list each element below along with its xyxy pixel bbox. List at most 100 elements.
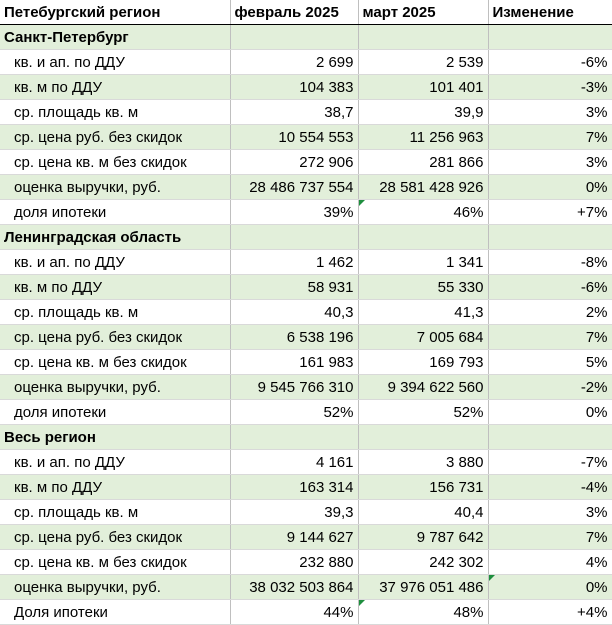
feb-value: 58 931 <box>230 274 359 300</box>
section-title: Ленинградская область <box>0 224 231 250</box>
change-value: -6% <box>488 49 612 75</box>
feb-value: 161 983 <box>230 349 359 375</box>
feb-value: 104 383 <box>230 74 359 100</box>
row-label: кв. м по ДДУ <box>0 274 231 300</box>
table-row: кв. м по ДДУ 58 931 55 330 -6% <box>0 274 612 300</box>
mar-value: 101 401 <box>358 74 489 100</box>
section-row-spb: Санкт-Петербург <box>0 24 612 50</box>
mar-value: 281 866 <box>358 149 489 175</box>
row-label: кв. м по ДДУ <box>0 74 231 100</box>
change-value: -2% <box>488 374 612 400</box>
header-change: Изменение <box>488 0 612 25</box>
table-row: ср. цена руб. без скидок 9 144 627 9 787… <box>0 524 612 550</box>
mar-value: 7 005 684 <box>358 324 489 350</box>
table-row: Доля ипотеки 44% 48% +4% <box>0 599 612 625</box>
mar-value: 46% <box>358 199 489 225</box>
row-label: ср. цена руб. без скидок <box>0 524 231 550</box>
row-label: кв. и ап. по ДДУ <box>0 49 231 75</box>
feb-value: 52% <box>230 399 359 425</box>
feb-value: 1 462 <box>230 249 359 275</box>
mar-value: 37 976 051 486 <box>358 574 489 600</box>
table-row: кв. м по ДДУ 104 383 101 401 -3% <box>0 74 612 100</box>
change-value: 4% <box>488 549 612 575</box>
table-row: ср. площадь кв. м 40,3 41,3 2% <box>0 299 612 325</box>
table-row: кв. и ап. по ДДУ 1 462 1 341 -8% <box>0 249 612 275</box>
table-row: ср. цена руб. без скидок 6 538 196 7 005… <box>0 324 612 350</box>
change-value: 3% <box>488 99 612 125</box>
mar-value: 9 787 642 <box>358 524 489 550</box>
mar-value: 2 539 <box>358 49 489 75</box>
change-value: +4% <box>488 599 612 625</box>
mar-value: 3 880 <box>358 449 489 475</box>
row-label: ср. цена руб. без скидок <box>0 324 231 350</box>
change-value: -7% <box>488 449 612 475</box>
row-label: ср. цена кв. м без скидок <box>0 349 231 375</box>
mar-value: 41,3 <box>358 299 489 325</box>
change-value: 3% <box>488 499 612 525</box>
section-title: Санкт-Петербург <box>0 24 231 50</box>
row-label: кв. и ап. по ДДУ <box>0 449 231 475</box>
change-value: 3% <box>488 149 612 175</box>
row-label: оценка выручки, руб. <box>0 174 231 200</box>
mar-value: 48% <box>358 599 489 625</box>
feb-value: 2 699 <box>230 49 359 75</box>
feb-value: 40,3 <box>230 299 359 325</box>
mar-value: 242 302 <box>358 549 489 575</box>
mar-value: 28 581 428 926 <box>358 174 489 200</box>
row-label: доля ипотеки <box>0 399 231 425</box>
row-label: Доля ипотеки <box>0 599 231 625</box>
row-label: оценка выручки, руб. <box>0 374 231 400</box>
feb-value: 232 880 <box>230 549 359 575</box>
feb-value: 272 906 <box>230 149 359 175</box>
section-row-lo: Ленинградская область <box>0 224 612 250</box>
feb-value: 9 545 766 310 <box>230 374 359 400</box>
change-value: 5% <box>488 349 612 375</box>
row-label: ср. цена руб. без скидок <box>0 124 231 150</box>
table-row: ср. цена кв. м без скидок 272 906 281 86… <box>0 149 612 175</box>
table-row: доля ипотеки 39% 46% +7% <box>0 199 612 225</box>
table-row: оценка выручки, руб. 38 032 503 864 37 9… <box>0 574 612 600</box>
feb-value: 6 538 196 <box>230 324 359 350</box>
row-label: оценка выручки, руб. <box>0 574 231 600</box>
row-label: кв. и ап. по ДДУ <box>0 249 231 275</box>
table-row: ср. цена кв. м без скидок 161 983 169 79… <box>0 349 612 375</box>
mar-value: 11 256 963 <box>358 124 489 150</box>
change-value: 7% <box>488 124 612 150</box>
feb-value: 38,7 <box>230 99 359 125</box>
section-title: Весь регион <box>0 424 231 450</box>
table-row: ср. площадь кв. м 39,3 40,4 3% <box>0 499 612 525</box>
table-row: доля ипотеки 52% 52% 0% <box>0 399 612 425</box>
change-value: 0% <box>488 574 612 600</box>
mar-value: 1 341 <box>358 249 489 275</box>
mar-value: 52% <box>358 399 489 425</box>
feb-value: 38 032 503 864 <box>230 574 359 600</box>
row-label: ср. площадь кв. м <box>0 299 231 325</box>
change-value: 0% <box>488 399 612 425</box>
row-label: ср. цена кв. м без скидок <box>0 149 231 175</box>
table-row: ср. площадь кв. м 38,7 39,9 3% <box>0 99 612 125</box>
row-label: кв. м по ДДУ <box>0 474 231 500</box>
table-row: кв. и ап. по ДДУ 4 161 3 880 -7% <box>0 449 612 475</box>
feb-value: 39,3 <box>230 499 359 525</box>
mar-value: 156 731 <box>358 474 489 500</box>
table-row: кв. и ап. по ДДУ 2 699 2 539 -6% <box>0 49 612 75</box>
row-label: ср. площадь кв. м <box>0 499 231 525</box>
feb-value: 39% <box>230 199 359 225</box>
table-row: кв. м по ДДУ 163 314 156 731 -4% <box>0 474 612 500</box>
header-row: Петебургский регион февраль 2025 март 20… <box>0 0 612 25</box>
feb-value: 9 144 627 <box>230 524 359 550</box>
table-row: оценка выручки, руб. 9 545 766 310 9 394… <box>0 374 612 400</box>
mar-value: 169 793 <box>358 349 489 375</box>
change-value: +7% <box>488 199 612 225</box>
table-row: ср. цена кв. м без скидок 232 880 242 30… <box>0 549 612 575</box>
change-value: -3% <box>488 74 612 100</box>
feb-value: 28 486 737 554 <box>230 174 359 200</box>
change-value: -6% <box>488 274 612 300</box>
mar-value: 55 330 <box>358 274 489 300</box>
change-value: -8% <box>488 249 612 275</box>
mar-value: 39,9 <box>358 99 489 125</box>
table-row: ср. цена руб. без скидок 10 554 553 11 2… <box>0 124 612 150</box>
header-feb: февраль 2025 <box>230 0 359 25</box>
feb-value: 163 314 <box>230 474 359 500</box>
